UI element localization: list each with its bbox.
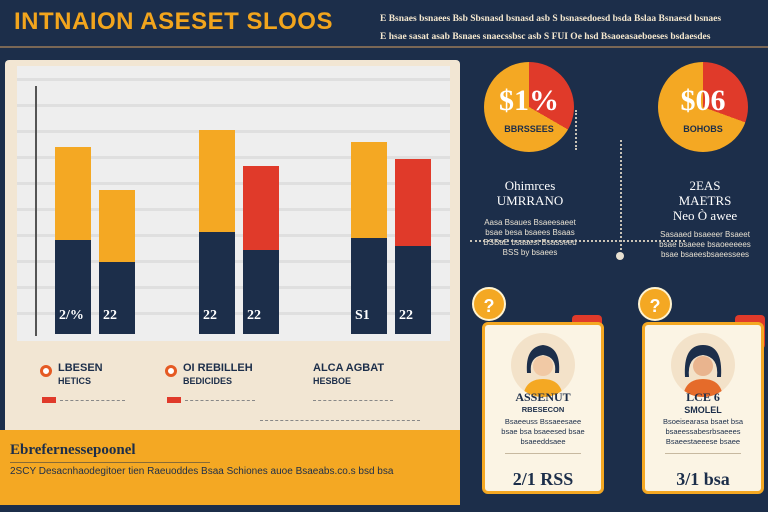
legend-line-3 xyxy=(313,400,393,401)
header-line-1: E Bsnaes bsnaees Bsb Sbsnasd bsnasd asb … xyxy=(380,14,722,24)
header-divider xyxy=(0,46,768,48)
card-divider xyxy=(505,453,581,454)
stat-title-2: 2EAS MAETRS Neo Ò awee xyxy=(672,178,738,223)
card-role-1: RBESECON xyxy=(521,405,565,414)
card-value-1: 2/1 RSS xyxy=(512,469,574,489)
stat-sub-2: BOHOBS xyxy=(683,124,723,134)
card-divider xyxy=(665,453,741,454)
card-desc-2: Bsoeisearasa bsaet bsa bsaeessabesrbsaee… xyxy=(662,417,744,446)
legend-title-1: LBESEN xyxy=(58,362,103,374)
legend-sub-1: HETICS xyxy=(58,376,92,386)
header-description: E Bsnaes bsnaees Bsb Sbsnasd bsnasd asb … xyxy=(380,10,764,46)
legend-dot-1 xyxy=(40,365,52,377)
bar-base-5 xyxy=(351,238,387,334)
legend-line-1 xyxy=(60,400,125,401)
footer-title: Ebrefernessepoonel xyxy=(10,442,136,458)
card-desc-1: Bsaeeuss Bssaeesaee bsae bsa bsaeesed bs… xyxy=(501,417,585,446)
bar-value-label: S1 xyxy=(355,308,370,323)
stat-circle-1: $1% BBRSSEES xyxy=(484,62,574,152)
bar-base-2 xyxy=(99,262,135,334)
bar-base-6 xyxy=(395,246,431,334)
avatar xyxy=(511,333,575,397)
bar-base-4 xyxy=(243,250,279,334)
legend-title-3: ALCA AGBAT xyxy=(313,362,385,374)
profile-card-2: LCE 6 SMOLEL Bsoeisearasa bsaet bsa bsae… xyxy=(642,322,764,494)
bar-value-label: 22 xyxy=(399,308,413,323)
connector-line xyxy=(620,140,622,250)
legend-swatch-2 xyxy=(167,397,181,403)
page-title: INTNAION ASESET SLOOS xyxy=(14,8,333,35)
bar-value-label: 2/% xyxy=(59,308,84,323)
header-line-2: E hsae sasat asab Bsnaes snaecssbsc asb … xyxy=(380,32,711,42)
stat-title-1: Ohimrces UMRRANO xyxy=(496,178,564,208)
legend-item-1: LBESEN HETICS xyxy=(58,362,103,388)
bar-value-label: 22 xyxy=(103,308,117,323)
bar-chart: 2/% 22 22 22 S1 22 xyxy=(17,66,450,341)
legend-swatch-1 xyxy=(42,397,56,403)
legend-item-2: OI REBILLEH BEDICIDES xyxy=(183,362,253,388)
person-icon xyxy=(523,345,563,397)
card-badge-1: ? xyxy=(472,287,506,321)
bar-value-label: 22 xyxy=(247,308,261,323)
y-axis xyxy=(35,86,37,336)
grid-line xyxy=(17,78,450,81)
legend-dot-2 xyxy=(165,365,177,377)
avatar xyxy=(671,333,735,397)
stat-circle-2: $06 BOHOBS xyxy=(658,62,748,152)
footer-divider xyxy=(10,462,210,463)
card-name-2: LCE 6 xyxy=(686,390,720,404)
stat-value-2: $06 xyxy=(680,84,726,117)
chart-panel: 2/% 22 22 22 S1 22 LBESEN HETICS OI REBILLEH … xyxy=(5,60,460,505)
stat-desc-2: Sasaaed bsaeeer Bsaeet bsae bsaeee bsaoe… xyxy=(659,230,751,259)
card-badge-2: ? xyxy=(638,287,672,321)
card-role-2: SMOLEL xyxy=(684,405,722,415)
legend-sub-3: HESBOE xyxy=(313,376,352,386)
bar-value-label: 22 xyxy=(203,308,217,323)
footer-band: Ebrefernessepoonel 2SCY Desacnhaodegitoe… xyxy=(0,430,460,505)
legend-line-2 xyxy=(185,400,255,401)
card-name-1: ASSENUT xyxy=(515,390,571,404)
stat-desc-1: Aasa Bsaues Bsaeesaeet bsae besa bsaees … xyxy=(483,218,577,257)
bar-base-3 xyxy=(199,232,235,334)
connector-line xyxy=(575,110,577,150)
footer-text: 2SCY Desacnhaodegitoer tien Raeuoddes Bs… xyxy=(10,466,394,477)
connector-line xyxy=(470,240,685,242)
bar-base-1 xyxy=(55,240,91,334)
person-icon xyxy=(683,345,723,397)
legend-line-4 xyxy=(260,420,420,421)
legend-title-2: OI REBILLEH xyxy=(183,362,253,374)
stat-sub-1: BBRSSEES xyxy=(504,124,554,134)
grid-line xyxy=(17,104,450,107)
profile-card-1: ASSENUT RBESECON Bsaeeuss Bssaeesaee bsa… xyxy=(482,322,604,494)
connector-node xyxy=(616,252,624,260)
legend-sub-2: BEDICIDES xyxy=(183,376,233,386)
card-value-2: 3/1 bsa xyxy=(676,469,730,489)
legend-item-3: ALCA AGBAT HESBOE xyxy=(313,362,384,388)
stat-value-1: $1% xyxy=(499,84,559,117)
